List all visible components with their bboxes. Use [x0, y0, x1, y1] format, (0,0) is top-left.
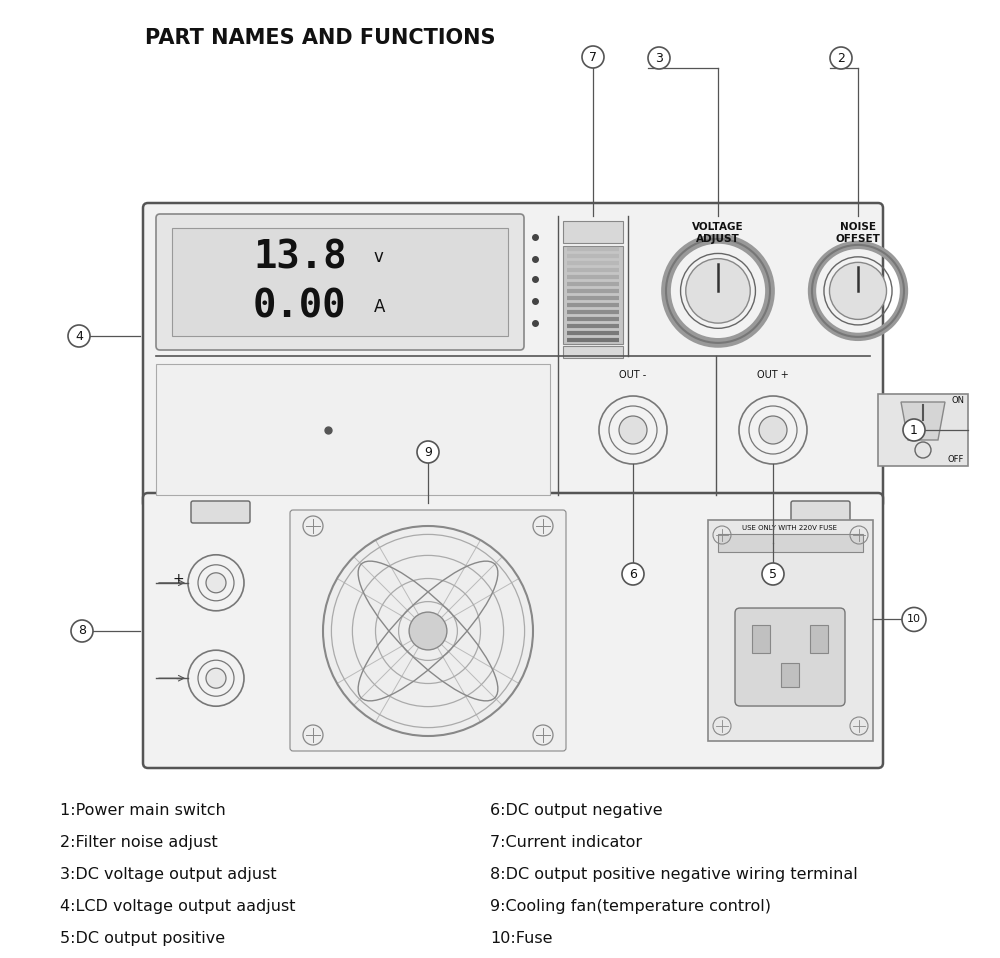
Bar — [563, 346, 623, 358]
Circle shape — [206, 668, 226, 688]
Circle shape — [71, 620, 93, 642]
Circle shape — [903, 419, 925, 441]
Text: 4: 4 — [75, 330, 83, 343]
Circle shape — [830, 47, 852, 69]
Text: 1: 1 — [910, 423, 918, 437]
Circle shape — [619, 416, 647, 444]
Bar — [563, 220, 623, 243]
Bar — [718, 534, 863, 552]
Text: 9: 9 — [424, 445, 432, 459]
Bar — [781, 663, 799, 687]
Text: ON: ON — [951, 396, 964, 405]
Bar — [563, 245, 623, 344]
FancyBboxPatch shape — [143, 493, 883, 768]
FancyBboxPatch shape — [143, 203, 883, 508]
Circle shape — [686, 259, 750, 323]
Circle shape — [902, 607, 926, 631]
Text: 1:Power main switch: 1:Power main switch — [60, 803, 226, 818]
Bar — [172, 228, 508, 336]
Bar — [708, 520, 873, 741]
Text: OUT +: OUT + — [757, 370, 789, 380]
Bar — [878, 394, 968, 466]
Text: 10:Fuse: 10:Fuse — [490, 931, 552, 946]
Text: 8: 8 — [78, 625, 86, 637]
Circle shape — [762, 563, 784, 585]
Text: 3:DC voltage output adjust: 3:DC voltage output adjust — [60, 867, 277, 882]
Text: +: + — [172, 572, 184, 585]
Text: 5:DC output positive: 5:DC output positive — [60, 931, 225, 946]
Circle shape — [622, 563, 644, 585]
Text: VOLTAGE
ADJUST: VOLTAGE ADJUST — [692, 222, 744, 243]
Polygon shape — [901, 402, 945, 440]
FancyBboxPatch shape — [290, 510, 566, 751]
Text: USE ONLY WITH 220V FUSE: USE ONLY WITH 220V FUSE — [742, 525, 838, 531]
Text: 13.8: 13.8 — [253, 239, 346, 276]
Text: -: - — [176, 673, 180, 687]
Text: 10: 10 — [907, 614, 921, 625]
Text: 9:Cooling fan(temperature control): 9:Cooling fan(temperature control) — [490, 899, 771, 914]
Text: 6:DC output negative: 6:DC output negative — [490, 803, 663, 818]
Text: 2:Filter noise adjust: 2:Filter noise adjust — [60, 835, 218, 850]
Text: 3: 3 — [655, 52, 663, 64]
Circle shape — [648, 47, 670, 69]
Text: OUT -: OUT - — [619, 370, 647, 380]
Text: 6: 6 — [629, 567, 637, 581]
Text: A: A — [374, 298, 385, 316]
Circle shape — [68, 325, 90, 347]
Text: 7: 7 — [589, 51, 597, 63]
Circle shape — [582, 46, 604, 68]
Text: NOISE
OFFSET: NOISE OFFSET — [836, 222, 880, 243]
Text: 7:Current indicator: 7:Current indicator — [490, 835, 642, 850]
Text: PART NAMES AND FUNCTIONS: PART NAMES AND FUNCTIONS — [145, 28, 496, 48]
Bar — [156, 364, 550, 495]
Bar — [810, 625, 828, 653]
Circle shape — [206, 573, 226, 593]
Text: 2: 2 — [837, 52, 845, 64]
Bar — [752, 625, 770, 653]
Text: 8:DC output positive negative wiring terminal: 8:DC output positive negative wiring ter… — [490, 867, 858, 882]
Text: 4:LCD voltage output aadjust: 4:LCD voltage output aadjust — [60, 899, 296, 914]
Circle shape — [409, 612, 447, 650]
FancyBboxPatch shape — [735, 608, 845, 706]
Circle shape — [829, 262, 887, 319]
Text: 0.00: 0.00 — [253, 287, 346, 326]
Text: 5: 5 — [769, 567, 777, 581]
FancyBboxPatch shape — [191, 501, 250, 523]
FancyBboxPatch shape — [156, 214, 524, 350]
Circle shape — [417, 441, 439, 463]
Text: v: v — [374, 248, 383, 266]
Text: OFF: OFF — [948, 455, 964, 464]
Circle shape — [759, 416, 787, 444]
FancyBboxPatch shape — [791, 501, 850, 523]
